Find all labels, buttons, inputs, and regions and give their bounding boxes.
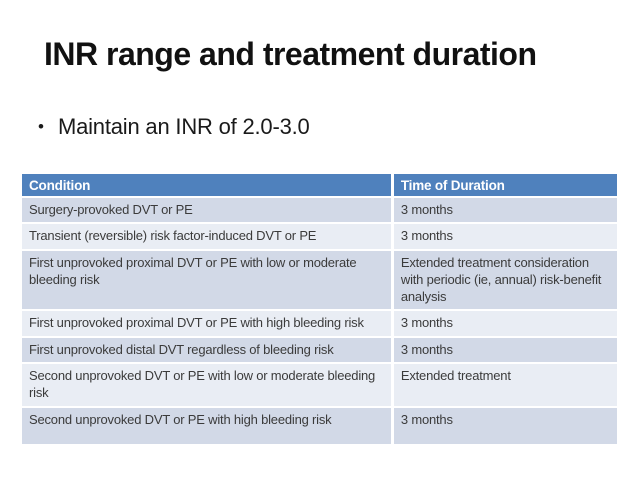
table-cell: 3 months <box>393 198 617 225</box>
bullet-item: • Maintain an INR of 2.0-3.0 <box>38 114 310 140</box>
bullet-text: Maintain an INR of 2.0-3.0 <box>57 114 310 139</box>
page-title: INR range and treatment duration <box>44 36 537 72</box>
table-cell: 3 months <box>393 311 617 338</box>
table-row: First unprovoked distal DVT regardless o… <box>22 337 617 364</box>
table-cell: 3 months <box>393 224 617 251</box>
table-cell: Extended treatment <box>393 363 617 408</box>
table-cell: First unprovoked proximal DVT or PE with… <box>22 311 394 338</box>
table-cell: 3 months <box>393 337 617 364</box>
table-header-row: Condition Time of Duration <box>22 174 617 198</box>
column-header-condition: Condition <box>22 174 394 198</box>
table-cell: First unprovoked distal DVT regardless o… <box>22 337 394 364</box>
column-header-time-of-duration: Time of Duration <box>393 174 617 198</box>
table-cell: Surgery-provoked DVT or PE <box>22 198 394 225</box>
table-cell: First unprovoked proximal DVT or PE with… <box>22 250 394 312</box>
treatment-duration-table: Condition Time of Duration Surgery-provo… <box>22 174 617 446</box>
table-cell: 3 months <box>393 407 617 446</box>
table-row: Transient (reversible) risk factor-induc… <box>22 224 617 251</box>
table-row: First unprovoked proximal DVT or PE with… <box>22 311 617 338</box>
table-body: Surgery-provoked DVT or PE 3 months Transi… <box>22 198 617 446</box>
table-row: First unprovoked proximal DVT or PE with… <box>22 250 617 312</box>
table-cell: Transient (reversible) risk factor-induc… <box>22 224 394 251</box>
table-row: Second unprovoked DVT or PE with high bl… <box>22 407 617 446</box>
table-cell: Second unprovoked DVT or PE with high bl… <box>22 407 394 446</box>
bullet-icon: • <box>38 117 44 136</box>
table-cell: Second unprovoked DVT or PE with low or … <box>22 363 394 408</box>
table-row: Second unprovoked DVT or PE with low or … <box>22 363 617 408</box>
table-row: Surgery-provoked DVT or PE 3 months <box>22 198 617 225</box>
table-cell: Extended treatment consideration with pe… <box>393 250 617 312</box>
